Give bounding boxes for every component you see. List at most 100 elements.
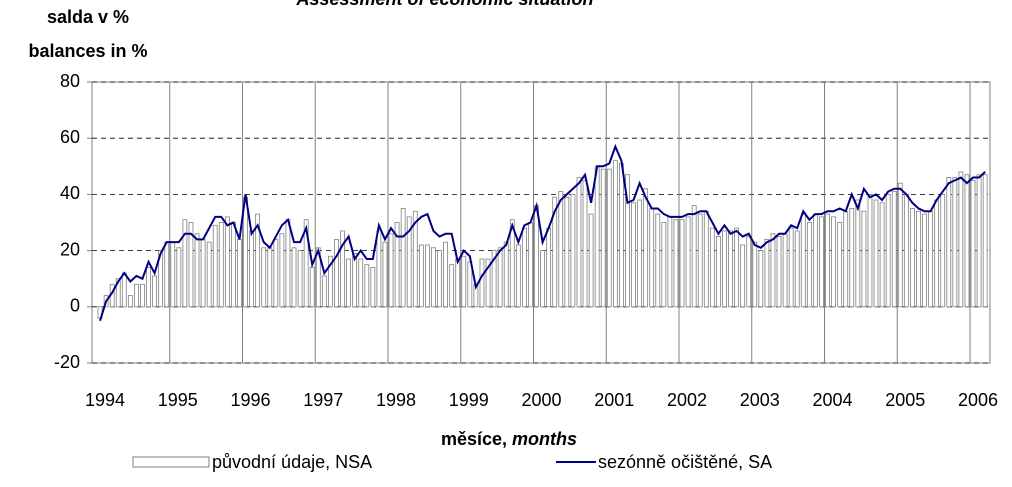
bar	[752, 241, 758, 308]
bar	[303, 219, 309, 308]
bar	[297, 250, 303, 308]
bar	[315, 247, 321, 308]
bar	[631, 202, 636, 308]
x-tick-label: 1995	[158, 390, 198, 410]
bar	[903, 193, 909, 308]
bar	[127, 295, 133, 308]
bar	[558, 191, 564, 308]
bar	[940, 193, 946, 308]
bar	[261, 247, 267, 308]
x-tick-label: 1997	[303, 390, 343, 410]
x-tick-label: 2000	[521, 390, 561, 410]
bar	[237, 238, 242, 308]
bar	[321, 275, 327, 308]
bar	[709, 227, 715, 308]
bar	[479, 258, 485, 308]
bar	[503, 241, 509, 308]
bar	[273, 238, 279, 308]
bar	[661, 222, 667, 308]
bar	[910, 208, 915, 308]
bar	[776, 236, 782, 308]
bar	[885, 193, 891, 308]
bar	[467, 261, 473, 308]
bar	[922, 213, 927, 308]
legend-swatch	[132, 456, 210, 468]
bar	[449, 264, 455, 308]
bar	[412, 210, 418, 308]
bar	[231, 222, 236, 308]
bar	[970, 179, 976, 308]
bar	[746, 236, 752, 308]
bar	[813, 213, 818, 308]
bar	[576, 177, 582, 308]
bar	[564, 196, 570, 308]
legend-label: sezónně očištěné, SA	[598, 452, 772, 472]
bar	[879, 202, 885, 308]
bar	[667, 216, 673, 308]
bar	[594, 165, 600, 308]
bar	[243, 196, 248, 308]
bar	[279, 233, 285, 308]
x-tick-label: 2003	[740, 390, 780, 410]
bar	[740, 244, 746, 308]
bar	[534, 205, 539, 308]
bar	[673, 219, 679, 308]
bar	[649, 208, 655, 308]
bar	[140, 283, 145, 308]
bar	[528, 222, 533, 308]
bar	[540, 250, 545, 308]
bar	[697, 213, 703, 308]
bar	[728, 230, 733, 308]
x-axis-label: months	[512, 429, 577, 449]
y-axis-label: salda v %	[47, 7, 129, 27]
bar	[800, 213, 806, 308]
y-tick-label: 0	[70, 296, 80, 316]
bar	[831, 216, 836, 308]
bar	[515, 244, 521, 308]
bar	[176, 247, 182, 308]
bar	[722, 230, 727, 308]
bar	[625, 174, 630, 308]
bar	[285, 219, 291, 308]
bar	[443, 241, 448, 308]
bar	[843, 210, 849, 308]
y-tick-label: 80	[60, 71, 80, 91]
bar	[643, 188, 649, 308]
bar	[855, 199, 861, 308]
bar	[788, 227, 794, 308]
y-tick-label: 20	[60, 239, 80, 259]
x-tick-label: 2005	[885, 390, 925, 410]
bar	[425, 244, 430, 308]
bar	[497, 247, 503, 308]
bar	[982, 174, 988, 308]
bar	[819, 216, 824, 308]
bar	[691, 205, 697, 308]
bar	[358, 258, 364, 308]
bar	[509, 219, 515, 308]
x-tick-label: 1999	[449, 390, 489, 410]
bar	[206, 241, 212, 308]
y-tick-label: 60	[60, 127, 80, 147]
y-tick-label: 40	[60, 183, 80, 203]
bar	[224, 216, 230, 308]
bar	[655, 213, 661, 308]
bar	[600, 168, 606, 308]
bar	[431, 247, 436, 308]
bar	[806, 222, 812, 308]
bar	[958, 171, 964, 308]
bar	[200, 238, 206, 308]
bar	[570, 193, 576, 308]
bar	[255, 213, 261, 308]
bar	[437, 250, 442, 308]
x-tick-label: 1998	[376, 390, 416, 410]
bar	[764, 238, 770, 308]
bar	[134, 283, 139, 308]
x-tick-label: 2002	[667, 390, 707, 410]
legend-label: původní údaje, NSA	[212, 452, 372, 472]
bar	[146, 267, 151, 308]
bar	[758, 250, 764, 308]
x-tick-label: 1994	[85, 390, 125, 410]
bar	[619, 163, 624, 308]
bar	[976, 174, 982, 308]
bar	[370, 267, 376, 308]
